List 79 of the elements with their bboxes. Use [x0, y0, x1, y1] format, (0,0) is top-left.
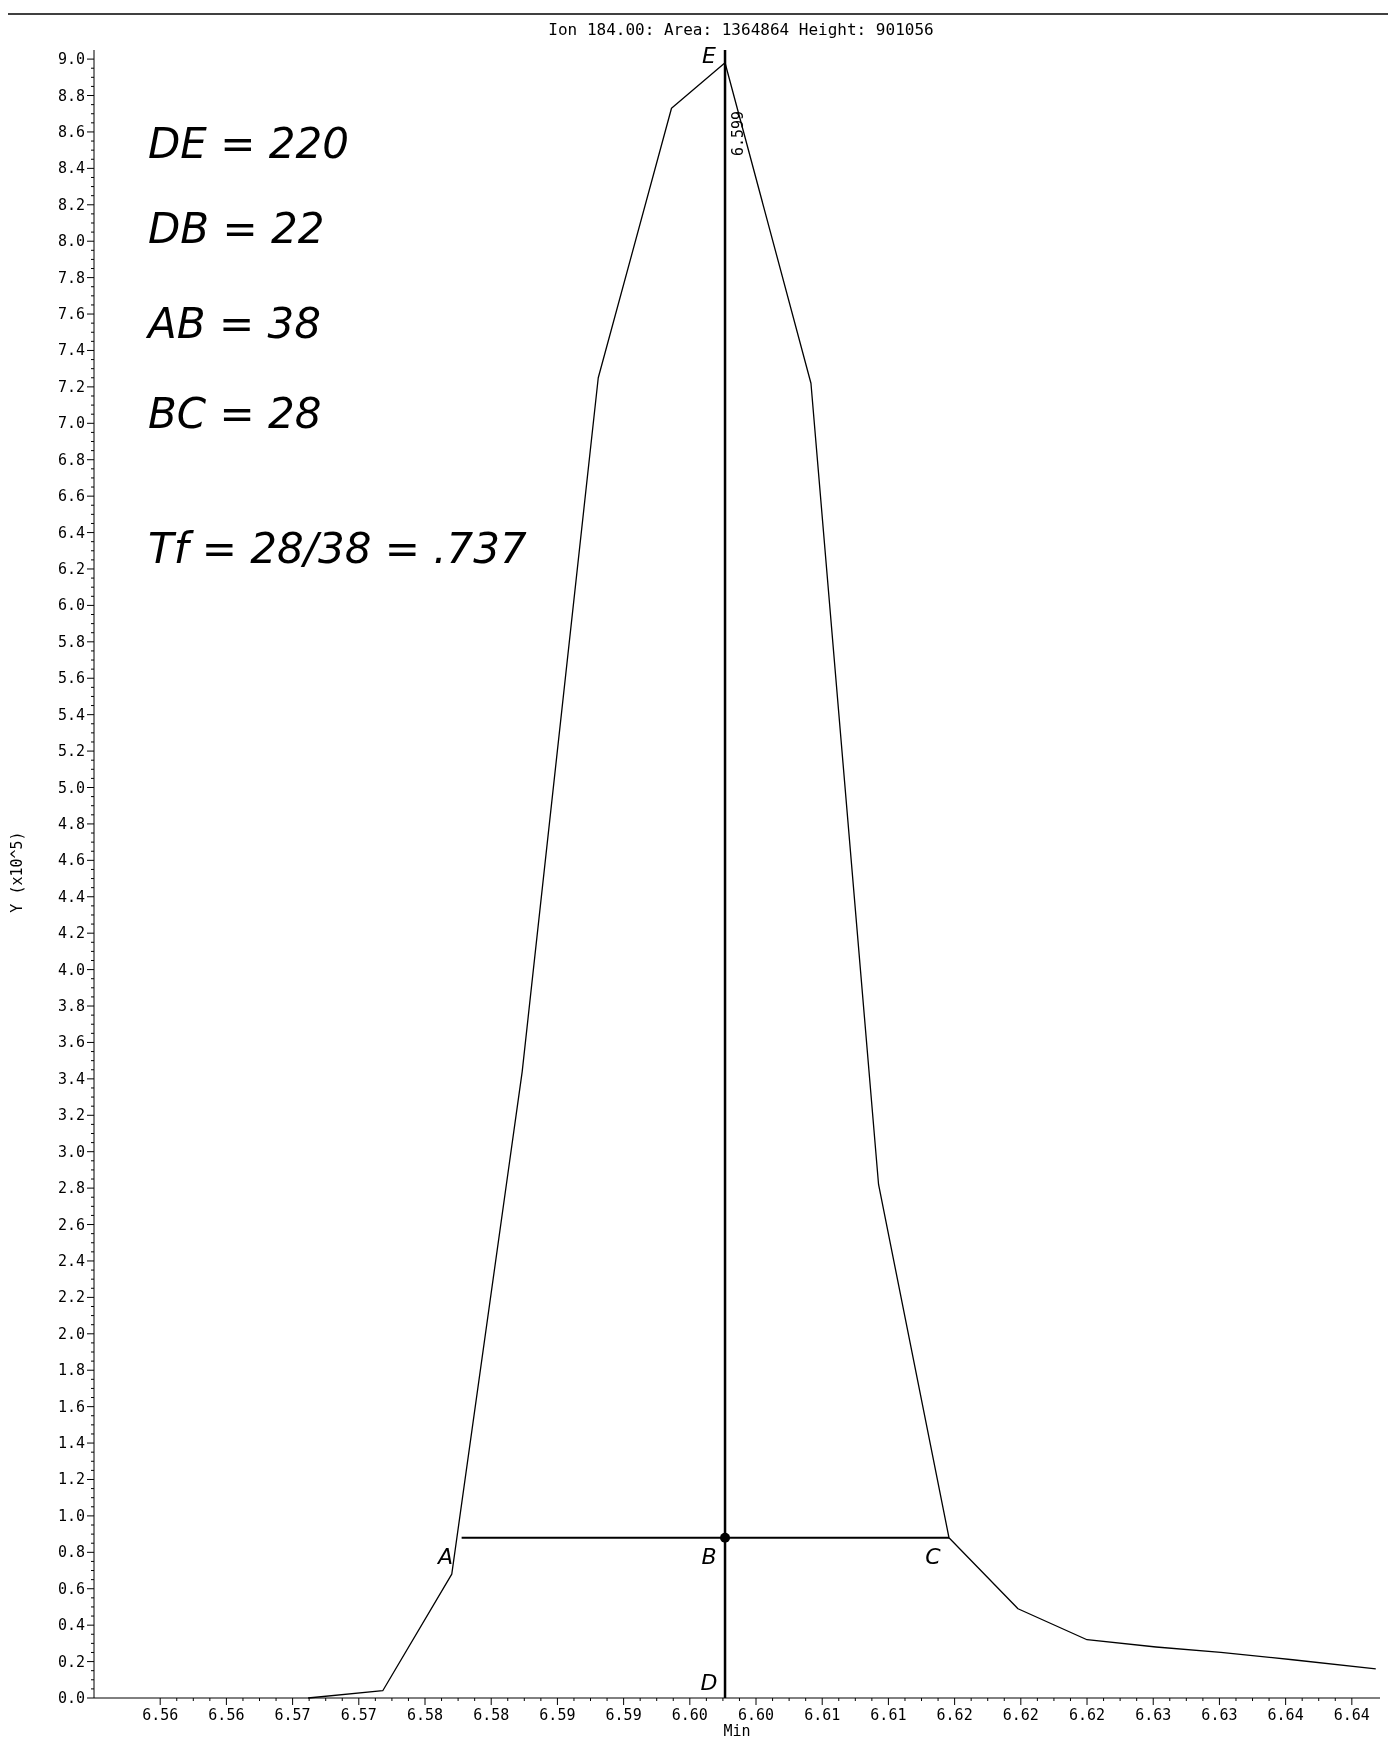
y-tick-label: 7.0 — [57, 414, 85, 433]
y-tick-label: 7.4 — [57, 341, 85, 360]
x-tick-label: 6.56 — [142, 1706, 179, 1724]
annotation: B — [701, 1543, 717, 1569]
y-tick-label: 5.8 — [57, 632, 85, 651]
x-tick-label: 6.62 — [1002, 1706, 1039, 1724]
y-tick-label: 1.2 — [57, 1470, 85, 1489]
x-tick-label: 6.59 — [605, 1706, 642, 1724]
y-tick-label: 5.4 — [57, 705, 85, 724]
y-tick-label: 7.6 — [57, 305, 85, 324]
y-tick-label: 2.0 — [57, 1324, 85, 1343]
y-tick-label: 3.0 — [57, 1142, 85, 1161]
x-tick-label: 6.58 — [406, 1706, 444, 1724]
x-tick-label: 6.62 — [1068, 1706, 1106, 1724]
x-tick-label: 6.63 — [1135, 1706, 1172, 1724]
ref-line-label: 6.599 — [729, 110, 748, 156]
annotation: C — [925, 1543, 942, 1569]
y-tick-label: 1.6 — [57, 1397, 85, 1416]
y-tick-label: 0.8 — [57, 1543, 85, 1562]
y-tick-label: 0.6 — [57, 1579, 85, 1598]
y-tick-label: 8.6 — [57, 122, 85, 141]
y-tick-label: 4.6 — [57, 851, 85, 870]
x-axis-title: Min — [723, 1722, 751, 1739]
y-tick-label: 0.2 — [57, 1652, 85, 1671]
annotation: DB = 22 — [148, 204, 325, 253]
y-tick-label: 6.6 — [57, 487, 85, 506]
y-tick-label: 1.4 — [57, 1434, 85, 1453]
y-tick-label: 1.0 — [57, 1506, 85, 1525]
y-tick-label: 1.8 — [57, 1361, 85, 1380]
y-tick-label: 2.6 — [57, 1215, 85, 1234]
x-tick-label: 6.58 — [473, 1706, 510, 1724]
y-tick-label: 8.2 — [57, 195, 85, 214]
y-tick-label: 4.0 — [57, 960, 85, 979]
annotation: E — [702, 42, 717, 68]
y-tick-label: 2.4 — [57, 1251, 85, 1270]
y-tick-label: 5.2 — [57, 742, 85, 761]
y-tick-label: 6.2 — [57, 559, 85, 578]
y-tick-label: 0.4 — [57, 1616, 85, 1635]
y-tick-label: 3.2 — [57, 1106, 85, 1125]
x-tick-label: 6.59 — [539, 1706, 576, 1724]
x-tick-label: 6.57 — [340, 1706, 377, 1724]
annotation: DE = 220 — [148, 119, 349, 168]
x-tick-label: 6.57 — [274, 1706, 311, 1724]
y-tick-label: 2.2 — [57, 1288, 85, 1307]
x-tick-label: 6.60 — [737, 1706, 775, 1724]
y-tick-label: 8.0 — [57, 232, 85, 251]
y-tick-label: 2.8 — [57, 1179, 85, 1198]
x-tick-label: 6.64 — [1267, 1706, 1304, 1724]
y-tick-label: 6.4 — [57, 523, 85, 542]
y-tick-label: 8.8 — [57, 86, 85, 105]
y-tick-label: 8.4 — [57, 159, 85, 178]
annotation: Tf = 28/38 = .737 — [148, 524, 528, 573]
y-tick-label: 9.0 — [57, 50, 85, 69]
annotation: AB = 38 — [145, 299, 321, 348]
x-tick-label: 6.64 — [1333, 1706, 1370, 1724]
y-tick-label: 4.4 — [57, 887, 85, 906]
x-tick-label: 6.62 — [936, 1706, 973, 1724]
y-tick-label: 3.8 — [57, 997, 85, 1016]
annotation: BC = 28 — [148, 389, 322, 438]
x-tick-label: 6.61 — [804, 1706, 841, 1724]
x-tick-label: 6.63 — [1201, 1706, 1238, 1724]
x-tick-label: 6.56 — [208, 1706, 245, 1724]
y-tick-label: 0.0 — [57, 1689, 85, 1707]
y-tick-label: 6.8 — [57, 450, 85, 469]
annotation: A — [436, 1543, 454, 1569]
y-tick-label: 7.2 — [57, 377, 85, 396]
y-tick-label: 4.8 — [57, 814, 85, 833]
y-tick-label: 7.8 — [57, 268, 85, 287]
y-tick-label: 6.0 — [57, 596, 85, 615]
chart-title: Ion 184.00: Area: 1364864 Height: 901056 — [548, 20, 934, 39]
y-axis-title: Y (x10^5) — [8, 831, 26, 913]
y-tick-label: 3.4 — [57, 1069, 85, 1088]
x-tick-label: 6.61 — [870, 1706, 907, 1724]
y-tick-label: 5.0 — [57, 778, 85, 797]
y-tick-label: 3.6 — [57, 1033, 85, 1052]
x-tick-label: 6.60 — [671, 1706, 708, 1724]
y-tick-label: 5.6 — [57, 669, 85, 688]
annotation: D — [700, 1670, 718, 1695]
y-tick-label: 4.2 — [57, 924, 85, 943]
